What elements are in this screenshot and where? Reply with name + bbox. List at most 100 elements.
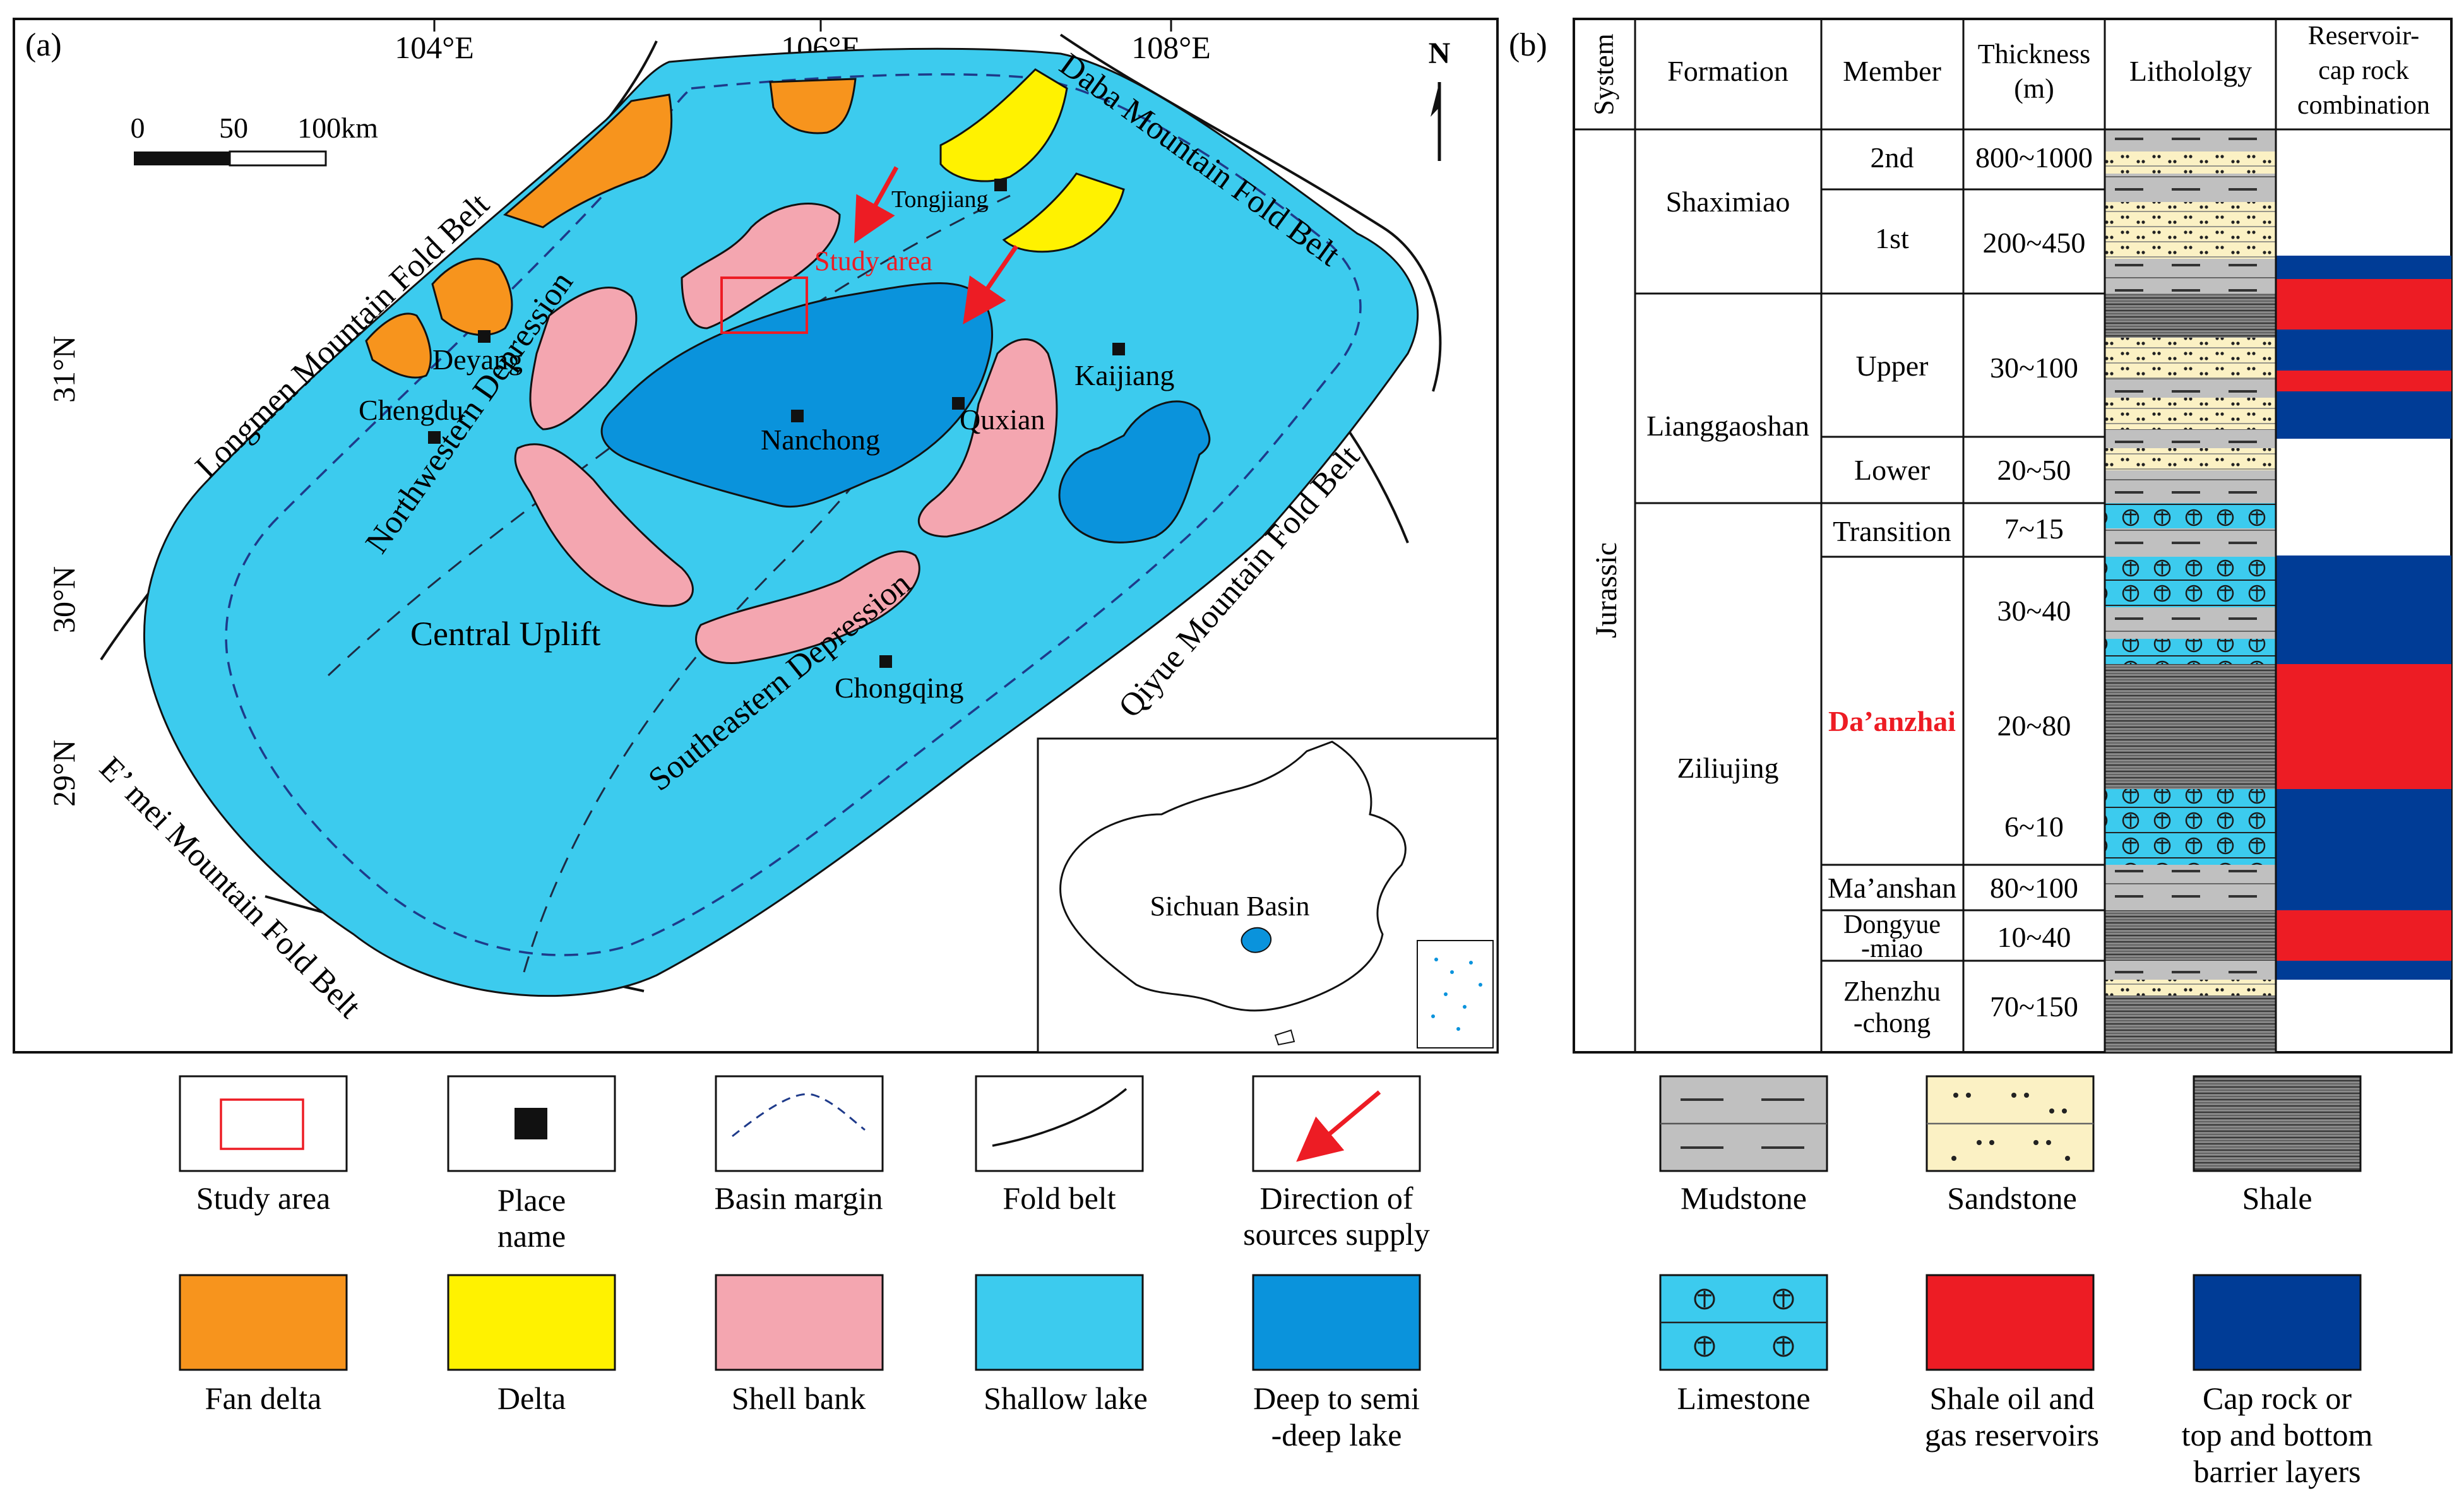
inset-label: Sichuan Basin <box>1150 891 1310 922</box>
legend-fan-delta-label: Fan delta <box>205 1381 322 1416</box>
legend-sandstone: Sandstone <box>1925 1075 2095 1216</box>
shell-bank-3 <box>514 443 694 607</box>
place-marker-nanchong <box>791 410 804 422</box>
legend-shale-label: Shale <box>2242 1180 2312 1216</box>
longitude-label-104: 104°E <box>395 30 474 65</box>
legend-cap-rock-label-2: top and bottom <box>2182 1417 2373 1453</box>
lithology-column <box>2105 129 2276 1052</box>
legend-fold-belt: Fold belt <box>975 1075 1144 1216</box>
south-china-sea-inset <box>1417 940 1494 1049</box>
legend-cap-rock-label-3: barrier layers <box>2193 1454 2360 1489</box>
latitude-label-31: 31°N <box>46 336 81 403</box>
system-jurassic: Jurassic <box>1590 542 1623 638</box>
header-member: Member <box>1843 55 1941 87</box>
member-2nd: 2nd <box>1871 141 1914 174</box>
legend-deep-lake-label-2: -deep lake <box>1271 1417 1402 1453</box>
longitude-label-108: 108°E <box>1131 30 1211 65</box>
delta-1 <box>939 68 1068 182</box>
header-combination-3: combination <box>2297 91 2430 120</box>
legend-study-area: Study area <box>179 1075 348 1216</box>
thickness-upper: 30~100 <box>1990 352 2078 384</box>
scale-bar: 0 50 100km <box>131 112 378 167</box>
place-marker-kaijiang <box>1112 343 1125 355</box>
place-name-chengdu: Chengdu <box>359 394 463 426</box>
place-marker-chongqing <box>879 655 892 668</box>
scale-hundred: 100km <box>297 112 378 144</box>
legend-sandstone-label: Sandstone <box>1947 1180 2077 1216</box>
legend-delta-label: Delta <box>497 1381 566 1416</box>
legend: Study area Place name Basin margin Fold … <box>179 1075 2373 1489</box>
legend-shallow-lake: Shallow lake <box>975 1274 1148 1416</box>
legend-fold-belt-label: Fold belt <box>1003 1180 1116 1216</box>
legend-mudstone: Mudstone <box>1659 1075 1828 1216</box>
formation-shaximiao: Shaximiao <box>1666 186 1790 218</box>
member-upper: Upper <box>1856 350 1929 382</box>
thickness-2nd: 800~1000 <box>1975 141 2093 174</box>
legend-direction: Direction of sources supply <box>1243 1075 1430 1252</box>
legend-reservoir: Shale oil and gas reservoirs <box>1925 1274 2099 1453</box>
legend-place-label-2: name <box>497 1218 566 1254</box>
fan-delta-1 <box>503 93 673 229</box>
latitude-label-29: 29°N <box>46 740 81 807</box>
shell-bank-4 <box>917 338 1058 538</box>
basin-margin-line <box>225 73 1362 956</box>
legend-mudstone-label: Mudstone <box>1681 1180 1807 1216</box>
place-name-chongqing: Chongqing <box>835 672 963 704</box>
header-lithology: Lithololgy <box>2129 55 2252 87</box>
legend-place-label-1: Place <box>497 1182 566 1218</box>
zone-label-central: Central Uplift <box>410 615 600 653</box>
fan-delta-3 <box>431 258 513 336</box>
north-arrow: N <box>1429 37 1451 161</box>
deep-lake-kaijiang <box>1058 400 1211 544</box>
legend-shallow-lake-label: Shallow lake <box>984 1381 1148 1416</box>
legend-basin-margin-label: Basin margin <box>714 1180 883 1216</box>
place-name-nanchong: Nanchong <box>761 424 880 456</box>
header-formation: Formation <box>1667 55 1788 87</box>
thickness-transition: 7~15 <box>2004 513 2064 545</box>
legend-limestone-label: Limestone <box>1677 1381 1810 1416</box>
study-area-label: Study area <box>814 246 932 276</box>
stratigraphy-panel: (b) <box>1509 18 2453 1054</box>
legend-delta: Delta <box>447 1274 616 1416</box>
panel-b-label: (b) <box>1509 27 1547 63</box>
member-maanshan: Ma’anshan <box>1828 872 1956 904</box>
legend-fan-delta: Fan delta <box>179 1274 348 1416</box>
legend-basin-margin: Basin margin <box>714 1075 884 1216</box>
place-marker-quxian <box>952 397 965 410</box>
shell-bank-2 <box>529 287 638 431</box>
thickness-daanzhai-2: 20~80 <box>1997 710 2071 742</box>
legend-shale: Shale <box>2193 1075 2362 1216</box>
scale-fifty: 50 <box>219 112 248 144</box>
legend-cap-rock: Cap rock or top and bottom barrier layer… <box>2182 1274 2373 1489</box>
hainan-island <box>1274 1029 1295 1046</box>
china-outline <box>1059 740 1407 1012</box>
thickness-1st: 200~450 <box>1983 227 2086 259</box>
thickness-maanshan: 80~100 <box>1990 872 2078 904</box>
latitude-label-30: 30°N <box>46 566 81 633</box>
formation-lianggaoshan: Lianggaoshan <box>1646 410 1809 442</box>
shell-bank-5 <box>695 550 920 664</box>
legend-place-name: Place name <box>447 1075 616 1254</box>
scale-zero: 0 <box>131 112 145 144</box>
map-panel: (a) 104°E 106°E 108°E 31°N 30°N 29°N 0 5… <box>13 18 1499 1054</box>
place-name-deyang: Deyang <box>432 343 523 376</box>
legend-limestone: Limestone <box>1659 1274 1828 1416</box>
inset-sichuan-basin <box>1241 927 1272 953</box>
source-arrow-2 <box>963 245 1018 324</box>
header-combination-2: cap rock <box>2318 56 2408 85</box>
legend-study-area-label: Study area <box>196 1180 330 1216</box>
fan-delta-4 <box>365 312 432 379</box>
header-system: System <box>1588 33 1619 116</box>
place-marker-tongjiang <box>994 179 1007 191</box>
place-marker-deyang <box>478 330 491 343</box>
thickness-lower: 20~50 <box>1997 454 2071 486</box>
legend-direction-label-2: sources supply <box>1243 1216 1430 1252</box>
combination-column <box>2276 256 2451 980</box>
member-zhenzhuchong-1: Zhenzhu <box>1843 976 1941 1007</box>
deep-lake-nanchong <box>600 282 993 508</box>
thickness-zhenzhuchong: 70~150 <box>1990 990 2078 1023</box>
thickness-dongyuemiao: 10~40 <box>1997 921 2071 953</box>
table-grid <box>1574 19 2451 1052</box>
delta-2 <box>1002 172 1125 253</box>
